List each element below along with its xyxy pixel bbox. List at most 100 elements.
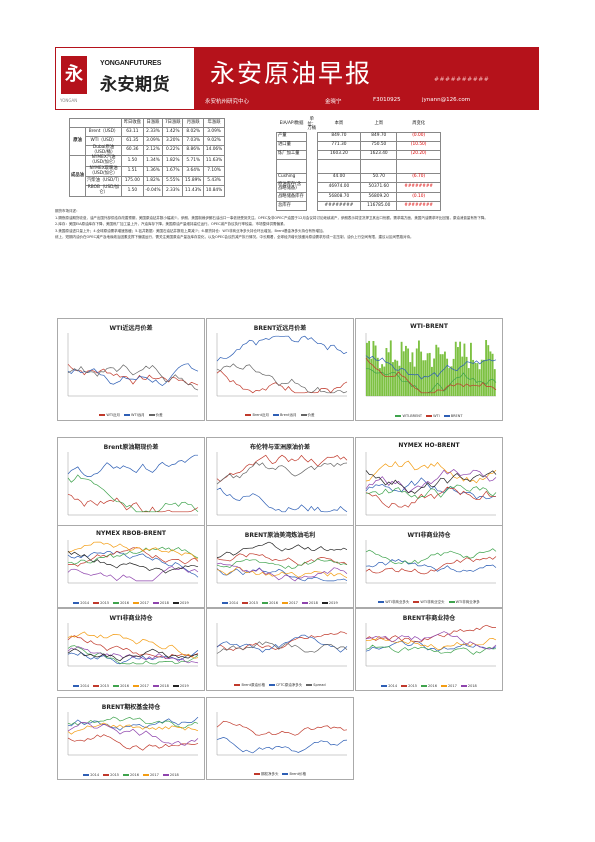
legend-label: Brent远月 <box>280 413 297 417</box>
eia-value <box>360 158 398 174</box>
legend-swatch <box>152 602 159 604</box>
chart-legend: 期权净多头 Brent价格 <box>207 772 353 777</box>
department: 永安杭州研究中心 <box>205 99 250 105</box>
eia-label: Cushing <box>276 172 307 183</box>
chart-legend: 2014 2015 2016 2017 2018 2019 <box>58 684 204 688</box>
legend-swatch <box>301 602 308 604</box>
bar <box>472 359 475 396</box>
eia-row <box>276 158 441 174</box>
bar <box>454 341 457 396</box>
bar <box>402 351 405 396</box>
eia-value: 849.70 <box>316 131 362 142</box>
market-commentary: 期货市场评述： 1.隔夜原油期货收涨，油产出国外部供给存改善预期，美国原油钻井数小… <box>55 209 539 242</box>
series-line <box>216 553 348 566</box>
series-line <box>365 556 497 575</box>
chart-plot <box>216 540 348 584</box>
series-line <box>67 454 198 477</box>
series-line <box>216 567 348 582</box>
bar <box>385 347 388 396</box>
chart-title: WTI近远月价差 <box>109 325 153 332</box>
chart-legend: WTI-BRENT WTI BRENT <box>356 414 502 418</box>
legend-entry: Spread <box>306 683 326 687</box>
bar <box>398 365 401 396</box>
price-table: 昨日收盘 日涨跌 7日涨跌 月涨跌 年涨跌 原油 Brent（USD） 63.11 2.33% 1… <box>69 118 225 197</box>
price-name: NYMEX取暖油（USD/加仑） <box>85 165 122 178</box>
series-line <box>67 646 199 664</box>
legend-label: 2017 <box>289 601 298 605</box>
legend-entry: 2016 <box>421 684 437 688</box>
legend-label: 价差 <box>155 413 163 417</box>
price-header-cell: 日涨跌 <box>142 118 164 128</box>
legend-label: 2015 <box>110 773 120 777</box>
legend-label: 2019 <box>179 601 189 605</box>
price-header-cell: 昨日收盘 <box>121 118 144 128</box>
price-value: 3.64% <box>182 165 205 178</box>
chart-panel: BRENT期权基金持仓 2014 2015 2016 2017 2018 <box>57 697 205 780</box>
legend-entry: 2019 <box>172 601 189 605</box>
eia-label: 原油库存(含战略储备) <box>276 181 307 194</box>
chart-title: BRENT期权基金持仓 <box>101 704 161 711</box>
legend-swatch <box>73 602 80 604</box>
legend-label: WTI近月 <box>106 413 120 417</box>
eia-spacer <box>307 173 318 182</box>
legend-swatch <box>273 414 279 416</box>
chart-panel: WTI近远月价差 WTI近月 WTI远月 价差 <box>57 318 205 421</box>
eia-row: 战略储备库存 56808.70 56809.20 (0.10) <box>276 192 441 203</box>
legend-swatch <box>321 602 328 604</box>
price-value: -0.04% <box>142 185 164 197</box>
series-line <box>67 631 199 659</box>
price-value: 7.10% <box>203 165 225 178</box>
email-link[interactable]: jynann@126.com <box>422 97 471 103</box>
legend-label: Spread <box>313 683 326 687</box>
chart-title: BRENT近远月价差 <box>253 325 307 332</box>
chart-legend: Brent原油价格 CFTC原油净多头 Spread <box>207 683 353 688</box>
legend-entry: 2018 <box>162 773 179 777</box>
legend-swatch <box>282 602 288 604</box>
series-line <box>365 357 497 394</box>
bar <box>450 366 453 396</box>
chart-legend: 2014 2015 2016 2017 2018 2019 <box>207 601 353 605</box>
chart-legend: WTI非商业多头 WTI非商业空头 WTI非商业净多 <box>356 600 502 605</box>
price-value: 8.02% <box>182 127 205 137</box>
chart-legend: 2014 2015 2016 2017 2018 <box>356 684 502 688</box>
eia-value: 771.30 <box>316 140 362 151</box>
company-logo: 永 YONGANFUTURES 永安期货 YONGAN <box>55 47 195 110</box>
price-header-cell: 7日涨跌 <box>162 118 184 128</box>
chart-panel: BRENT原油美湾炼油毛利 2014 2015 2016 2017 2018 2019 <box>206 525 354 608</box>
bar <box>396 360 399 396</box>
eia-row: Cushing 44.00 50.70 (6.70) <box>276 172 441 183</box>
legend-entry: Brent原油价格 <box>234 683 265 687</box>
legend-label: 2014 <box>80 684 90 688</box>
price-value: 9.02% <box>203 136 225 146</box>
legend-swatch <box>378 601 385 603</box>
bar <box>444 351 446 396</box>
legend-swatch <box>148 414 155 416</box>
chart-panel: Brent原油价格 CFTC原油净多头 Spread <box>206 608 354 691</box>
legend-label: 2017 <box>140 601 149 605</box>
price-value: 10.84% <box>203 185 225 197</box>
price-name: NYMEX汽油（USD/加仑） <box>85 155 122 167</box>
legend-entry: WTI近月 <box>99 413 120 417</box>
bar <box>478 369 481 396</box>
legend-entry: 2018 <box>301 601 318 605</box>
legend-swatch <box>245 414 252 416</box>
legend-entry: WTI <box>426 414 440 418</box>
price-value: 5.71% <box>182 155 205 167</box>
price-value: 5.43% <box>203 176 225 187</box>
price-value: 1.50 <box>121 155 144 167</box>
legend-swatch <box>421 685 428 687</box>
eia-spacer <box>307 150 318 159</box>
chart-title: NYMEX HO-BRENT <box>398 442 460 449</box>
chart-panel: WTI非商业持仓 2014 2015 2016 2017 2018 2019 <box>57 608 205 691</box>
legend-label: 2014 <box>229 601 239 605</box>
legend-label: 2015 <box>408 684 418 688</box>
bar <box>422 360 425 396</box>
chart-legend: Brent近月 Brent远月 价差 <box>207 413 353 418</box>
eia-value: 50371.60 <box>360 181 398 194</box>
legend-label: 2018 <box>159 684 169 688</box>
chart-plot <box>67 452 199 516</box>
bar <box>374 345 377 396</box>
legend-label: 2016 <box>428 684 437 688</box>
legend-entry: 期权净多头 <box>253 772 278 776</box>
legend-entry: 2015 <box>401 684 417 688</box>
